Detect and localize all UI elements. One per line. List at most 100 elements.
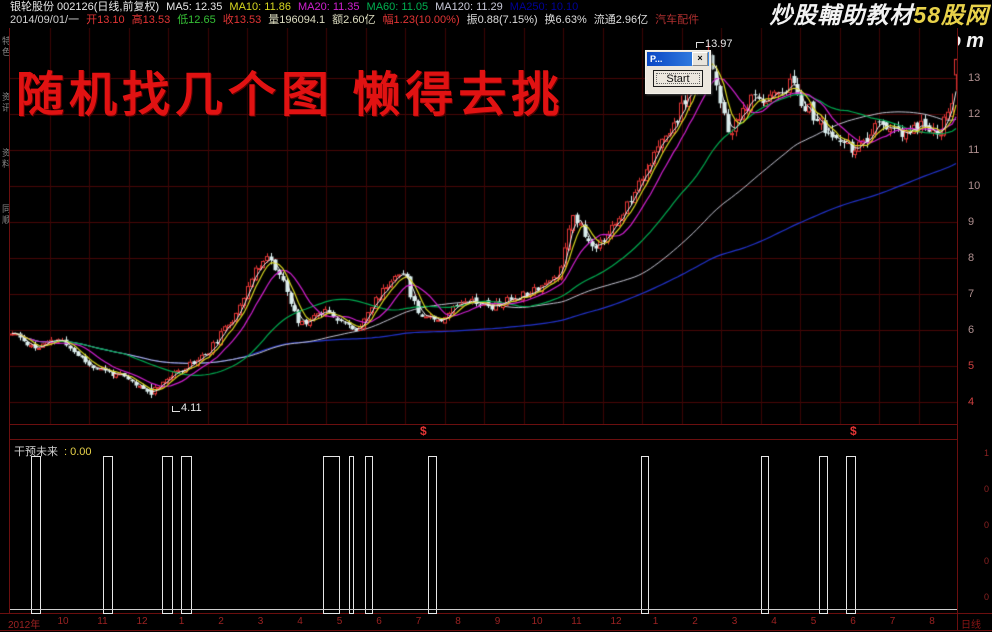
ma-readout: MA120: 11.29 <box>435 1 503 13</box>
sub-axis-label: 0 <box>984 520 990 530</box>
date-axis-month: 5 <box>336 616 343 627</box>
date-axis: 2012年 10 11 12 1 2 3 4 5 6 7 8 9 10 11 12 1 2 3 4 5 6 7 8 日线 <box>0 616 992 632</box>
date-axis-month: 4 <box>771 616 777 627</box>
indicator-bar <box>103 456 113 614</box>
sidebar-tab[interactable]: 资料 <box>1 148 11 170</box>
quote-readout: 额2.60亿 <box>332 14 376 26</box>
screen-bottom-border <box>0 630 992 631</box>
sidebar-tab[interactable]: 同顺 <box>1 204 11 226</box>
quote-readout: 高13.53 <box>131 14 171 26</box>
date-axis-month: 12 <box>136 616 148 627</box>
sub-indicator-panel[interactable]: 干预未来 : 0.00 <box>10 441 958 614</box>
price-axis-label: 11 <box>968 144 980 156</box>
watermark-line1: 炒股輔助教材58股网 <box>769 2 989 28</box>
dialog-title: P... <box>650 54 663 64</box>
high-price-label: 13.97 <box>705 38 733 50</box>
sub-axis-label: 1 <box>984 448 990 458</box>
quote-readout: 2014/09/01/一 <box>10 14 80 26</box>
quote-readout: 开13.10 <box>86 14 125 26</box>
indicator-bar <box>162 456 173 614</box>
date-axis-month: 9 <box>494 616 501 627</box>
indicator-bar <box>181 456 192 614</box>
ma-readout: MA250: 10.10 <box>509 1 579 13</box>
date-axis-month: 2 <box>218 616 224 627</box>
date-axis-month: 3 <box>257 616 264 627</box>
quote-readout: 汽车配件 <box>655 14 700 26</box>
indicator-bar <box>641 456 649 614</box>
quote-readout: 低12.65 <box>177 14 216 26</box>
sub-axis-label: 0 <box>984 592 990 602</box>
indicator-bar <box>365 456 373 614</box>
price-axis-label: 10 <box>968 180 981 192</box>
sub-indicator-header: 干预未来 : 0.00 <box>14 443 92 459</box>
date-axis-month: 4 <box>297 616 303 627</box>
price-axis-label: 9 <box>968 216 975 228</box>
date-axis-month: 7 <box>889 616 896 627</box>
date-axis-month: 10 <box>57 616 69 627</box>
price-axis-label: 7 <box>968 288 975 300</box>
dividend-marker-icon: $ <box>850 424 857 438</box>
price-axis-label: 8 <box>968 252 975 264</box>
price-axis-label: 4 <box>968 396 975 408</box>
quote-readout: 流通2.96亿 <box>593 14 649 26</box>
ma-readout: MA10: 11.86 <box>229 1 291 13</box>
indicator-bar <box>349 456 354 614</box>
chart-right-border <box>957 28 958 630</box>
date-axis-month: 3 <box>731 616 738 627</box>
date-axis-month: 7 <box>415 616 422 627</box>
annotation-text: 随机找几个图 懒得去挑 <box>16 69 565 122</box>
watermark-site-name: 58股网 <box>913 2 989 28</box>
indicator-bar <box>428 456 437 614</box>
quote-readout: 振0.88(7.15%) <box>466 14 538 26</box>
price-axis-label: 12 <box>968 108 981 120</box>
sidebar-tab[interactable]: 特色 <box>1 36 11 58</box>
high-marker-tick-icon <box>696 42 704 48</box>
quote-readout: 换6.63% <box>544 14 587 26</box>
ma-readout: MA60: 11.05 <box>366 1 429 13</box>
ma-readout: MA20: 11.35 <box>297 1 360 13</box>
date-axis-month: 11 <box>97 616 108 627</box>
candlestick-chart[interactable] <box>10 28 958 425</box>
subpanel-top-border <box>10 439 957 440</box>
date-axis-month: 8 <box>455 616 461 627</box>
start-button[interactable]: Start <box>653 70 703 87</box>
date-axis-month: 1 <box>178 616 185 627</box>
ma-readout: MA5: 12.35 <box>166 1 223 13</box>
price-axis-label: 6 <box>968 324 975 336</box>
date-axis-month: 6 <box>376 616 382 627</box>
header-line1: 银轮股份 002126(日线,前复权) MA5: 12.35 MA10: 11.86… <box>10 1 585 14</box>
sub-indicator-name: 干预未来 <box>14 446 58 458</box>
period-label: 日线 <box>961 620 981 631</box>
indicator-bar <box>31 456 41 614</box>
dialog-titlebar[interactable]: P... × <box>647 52 709 66</box>
dialog-body: Start <box>647 66 709 92</box>
date-axis-month: 12 <box>610 616 622 627</box>
date-axis-month: 1 <box>652 616 659 627</box>
dividend-marker-icon: $ <box>420 424 427 438</box>
indicator-zero-line <box>10 609 957 610</box>
indicator-bar <box>846 456 856 614</box>
price-axis-label: 13 <box>968 72 981 84</box>
quote-readout: 收13.53 <box>222 14 262 26</box>
indicator-bar <box>761 456 769 614</box>
main-chart-bottom-border <box>10 424 957 425</box>
price-axis-label: 5 <box>968 360 975 372</box>
date-axis-month: 10 <box>531 616 543 627</box>
indicator-bar <box>323 456 340 614</box>
date-axis-top-border <box>0 613 992 614</box>
date-axis-month: 11 <box>571 616 582 627</box>
low-marker-tick-icon <box>172 406 180 412</box>
date-axis-month: 2 <box>692 616 698 627</box>
date-axis-month: 6 <box>850 616 856 627</box>
sub-indicator-value: : 0.00 <box>64 446 92 458</box>
ma-readouts: MA5: 12.35 MA10: 11.86 MA20: 11.35 MA60: 11… <box>166 1 585 13</box>
quote-readouts: 2014/09/01/一 开13.10 高13.53 低12.65 收13.53 量196… <box>10 14 706 26</box>
indicator-bar <box>819 456 828 614</box>
header-line2: 2014/09/01/一 开13.10 高13.53 低12.65 收13.53 量196… <box>10 14 706 27</box>
date-axis-month: 8 <box>929 616 935 627</box>
low-price-label: 4.11 <box>181 402 202 414</box>
sidebar-tab[interactable]: 资讯 <box>1 92 11 114</box>
close-icon[interactable]: × <box>692 52 708 66</box>
sub-axis-label: 0 <box>984 484 990 494</box>
